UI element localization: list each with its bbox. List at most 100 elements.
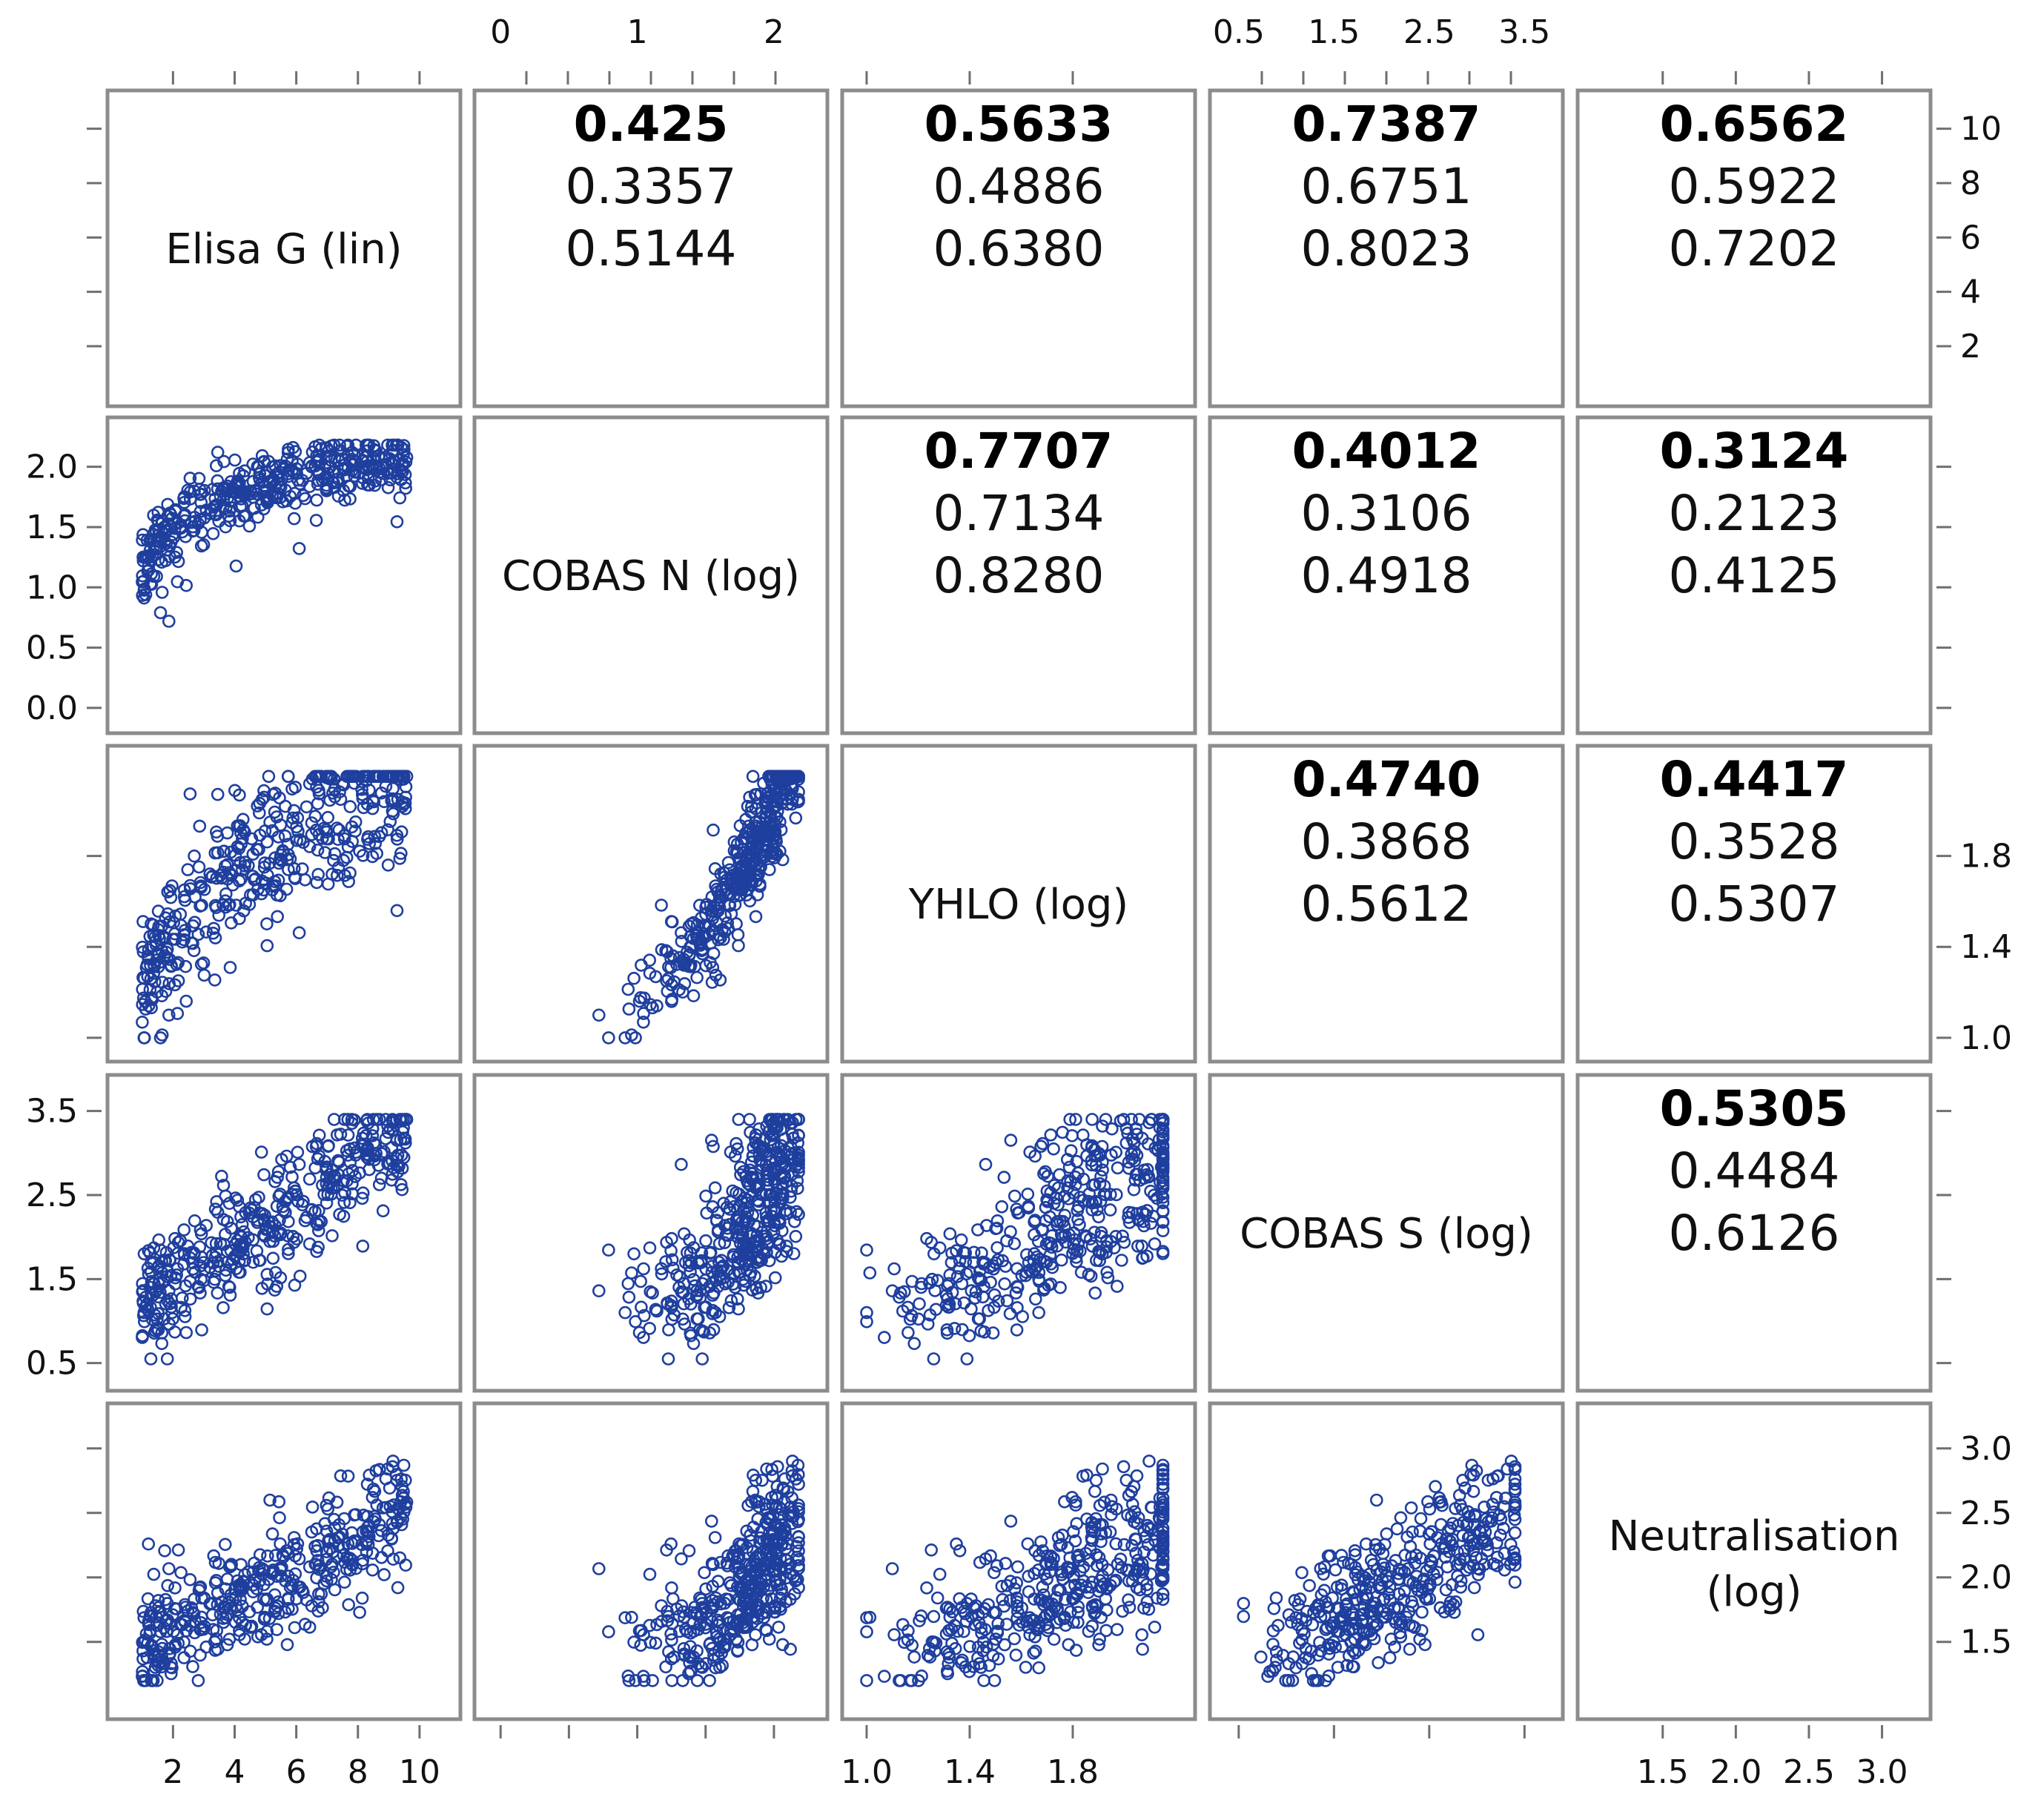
scatter-point [340, 1144, 354, 1157]
scatter-point [708, 1531, 722, 1544]
scatter-point [721, 921, 735, 936]
correlation-lower-bound: 0.5922 [1669, 158, 1840, 215]
scatter-point [749, 802, 763, 815]
scatter-point [212, 514, 226, 528]
scatter-point [737, 832, 750, 846]
scatter-point [1059, 1592, 1072, 1606]
right-axis-tick-label: 1.5 [1960, 1624, 2012, 1661]
scatter-point [221, 873, 234, 886]
scatter-point [381, 858, 395, 872]
scatter-point [999, 1557, 1013, 1570]
scatter-point [1010, 1560, 1025, 1574]
scatter-point [330, 1128, 344, 1142]
scatter-point [374, 826, 388, 839]
scatter-point [381, 1528, 395, 1542]
scatter-point [360, 1151, 374, 1164]
scatter-point [1501, 1462, 1514, 1476]
scatter-point [159, 1297, 173, 1311]
scatter-point [1044, 1558, 1058, 1571]
scatter-point [260, 1268, 274, 1281]
scatter-point [312, 1563, 326, 1576]
scatter-point [1156, 1464, 1170, 1477]
scatter-point [792, 1208, 805, 1221]
scatter-point [773, 1534, 787, 1548]
scatter-point [659, 944, 672, 958]
scatter-point [1388, 1640, 1401, 1654]
scatter-point [282, 1569, 295, 1583]
scatter-point [229, 559, 243, 573]
scatter-point [646, 1286, 659, 1300]
scatter-point [1099, 1113, 1113, 1126]
scatter-point [990, 1626, 1005, 1640]
scatter-point [707, 823, 720, 837]
scatter-point [1010, 1576, 1023, 1589]
scatter-point [695, 1607, 709, 1621]
scatter-point [765, 1113, 778, 1126]
scatter-point [1409, 1548, 1423, 1562]
scatter-point [912, 1674, 925, 1687]
diagonal-label-line1: Neutralisation [1608, 1512, 1899, 1561]
scatter-point [764, 1133, 778, 1147]
scatter-point [322, 832, 335, 846]
scatter-point [253, 1574, 267, 1588]
scatter-point [340, 850, 354, 864]
scatter-point [704, 1601, 718, 1615]
scatter-point [1069, 1251, 1083, 1264]
scatter-point [285, 816, 299, 830]
scatter-point [238, 856, 252, 869]
scatter-point [693, 1291, 707, 1305]
scatter-point [345, 1537, 359, 1550]
scatter-point [903, 1674, 917, 1687]
scatter-point [374, 1147, 388, 1160]
scatter-point [337, 458, 351, 472]
scatter-point [1356, 1592, 1370, 1606]
panel-frame-r1-c2 [840, 415, 1197, 735]
scatter-point [251, 882, 265, 896]
bottom-axis-tick-label: 4 [224, 1753, 245, 1791]
scatter-point [1074, 1564, 1087, 1578]
scatter-point [625, 1266, 638, 1280]
scatter-point [698, 930, 712, 944]
scatter-point [1370, 1493, 1383, 1507]
scatter-point [183, 1573, 197, 1586]
scatter-point [878, 1331, 891, 1344]
scatter-point [698, 1274, 712, 1287]
scatter-point [1129, 1546, 1142, 1560]
scatter-point [773, 1500, 786, 1514]
scatter-point [287, 1531, 301, 1544]
scatter-point [691, 927, 705, 940]
scatter-point [223, 1288, 237, 1302]
scatter-point [176, 1291, 189, 1305]
scatter-point [714, 1555, 727, 1569]
scatter-point [744, 1534, 758, 1548]
panel-frame-r1-c1 [472, 415, 830, 735]
scatter-point [208, 1555, 222, 1569]
scatter-point [193, 1580, 208, 1594]
scatter-point [732, 1302, 745, 1316]
scatter-point [1392, 1587, 1406, 1601]
scatter-point [786, 1455, 799, 1468]
scatter-point [393, 491, 407, 505]
scatter-point [735, 1223, 750, 1237]
scatter-point [144, 1352, 158, 1366]
scatter-point [193, 876, 208, 890]
scatter-point [730, 1136, 743, 1151]
scatter-point [1105, 1122, 1119, 1136]
scatter-point [903, 1312, 917, 1326]
scatter-point [787, 1569, 801, 1583]
scatter-point [199, 925, 214, 939]
scatter-point [1485, 1511, 1499, 1524]
scatter-point [174, 1566, 188, 1580]
scatter-point [789, 811, 803, 825]
scatter-point [1054, 1538, 1068, 1552]
panel-frame-r2-c3 [1208, 744, 1565, 1064]
scatter-point [1237, 1597, 1251, 1610]
scatter-point [773, 844, 787, 858]
scatter-point [1267, 1602, 1281, 1615]
scatter-point [767, 1203, 781, 1217]
scatter-point [1036, 1544, 1050, 1558]
scatter-point [1421, 1495, 1435, 1509]
scatter-point [157, 520, 171, 535]
scatter-point [271, 830, 285, 844]
